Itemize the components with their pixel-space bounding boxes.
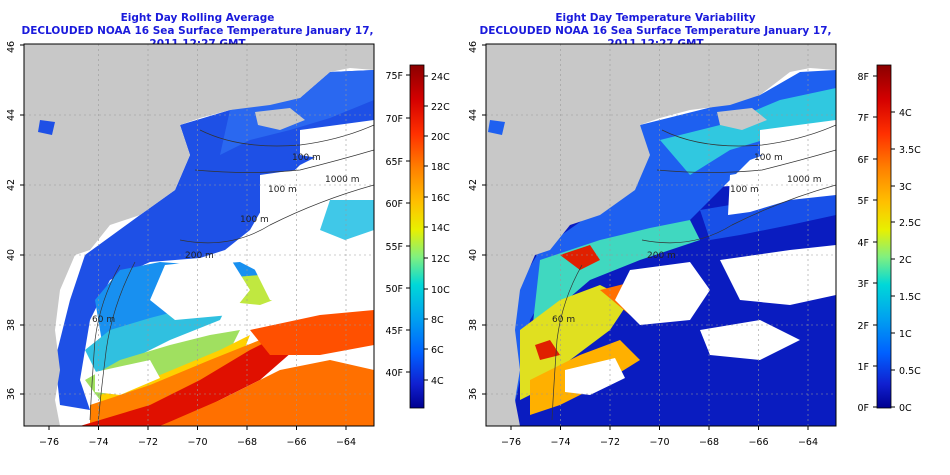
left-contour-label: 100 m: [240, 215, 269, 225]
colorbar-c-label: 18C: [431, 162, 450, 173]
colorbar-c-label: 0C: [899, 403, 912, 414]
colorbar-c-label: 12C: [431, 254, 450, 265]
y-tick-label: 44: [6, 109, 17, 121]
right-contour-label: 200 m: [647, 251, 676, 261]
colorbar-f-label: 4F: [857, 238, 869, 249]
colorbar-f-label: 8F: [857, 72, 869, 83]
left-bathymetry-contours: [89, 124, 374, 426]
right-contour-label: 100 m: [754, 153, 783, 163]
right-colorbar: 8F 7F 6F 5F 4F 3F 2F 1F 0F 4C 3.5C 3C 2.…: [857, 64, 921, 414]
x-tick-label: −76: [501, 437, 521, 448]
x-tick-label: −74: [88, 437, 108, 448]
colorbar-f-label: 60F: [385, 199, 403, 210]
colorbar-f-label: 45F: [385, 326, 403, 337]
left-contour-labels: 100 m 1000 m 100 m 200 m 60 m 100 m: [92, 153, 360, 325]
left-contour-label: 100 m: [292, 153, 321, 163]
colorbar-c-label: 2.5C: [899, 218, 921, 229]
x-tick-label: −68: [699, 437, 719, 448]
left-map-frame: [23, 43, 375, 427]
colorbar-f-label: 1F: [857, 362, 869, 373]
x-tick-label: −70: [187, 437, 207, 448]
y-tick-label: 46: [6, 41, 17, 53]
right-bathymetry-contours: [551, 124, 836, 421]
colorbar-c-label: 16C: [431, 193, 450, 204]
right-y-axis: 36 38 40 42 44 46: [468, 41, 486, 400]
colorbar-f-label: 5F: [857, 196, 869, 207]
x-tick-label: −64: [336, 437, 356, 448]
y-tick-label: 38: [6, 319, 17, 331]
right-contour-label: 100 m: [730, 185, 759, 195]
colorbar-f-label: 55F: [385, 242, 403, 253]
right-map-title: Eight Day Temperature Variability: [555, 12, 756, 24]
right-contour-label: 1000 m: [787, 175, 822, 185]
left-contour-label: 100 m: [268, 185, 297, 195]
colorbar-f-label: 7F: [857, 113, 869, 124]
left-contour-label: 1000 m: [325, 175, 360, 185]
colorbar-c-label: 0.5C: [899, 366, 921, 377]
y-tick-label: 46: [468, 41, 479, 53]
x-tick-label: −70: [649, 437, 669, 448]
left-cloud-holes: [95, 120, 374, 395]
left-x-axis: −76 −74 −72 −70 −68 −66 −64: [39, 426, 356, 448]
colorbar-f-label: 70F: [385, 114, 403, 125]
left-map: 100 m 1000 m 100 m 200 m 60 m 100 m: [24, 44, 374, 426]
colorbar-c-label: 8C: [431, 315, 444, 326]
colorbar-f-label: 3F: [857, 279, 869, 290]
right-cloud-holes: [565, 120, 836, 395]
y-tick-label: 40: [468, 249, 479, 261]
x-tick-label: −74: [550, 437, 570, 448]
right-contour-label: 60 m: [552, 315, 575, 325]
right-map-frame: [485, 43, 837, 427]
right-x-axis: −76 −74 −72 −70 −68 −66 −64: [501, 426, 818, 448]
y-tick-label: 44: [468, 109, 479, 121]
colorbar-c-label: 24C: [431, 72, 450, 83]
colorbar-f-label: 6F: [857, 155, 869, 166]
x-tick-label: −72: [600, 437, 620, 448]
left-graticule: [24, 44, 374, 426]
right-land: [486, 44, 836, 426]
colorbar-f-label: 50F: [385, 284, 403, 295]
left-colorbar: 75F 70F 65F 60F 55F 50F 45F 40F 24C 22C …: [385, 64, 450, 409]
y-tick-label: 36: [6, 388, 17, 400]
y-tick-label: 38: [468, 319, 479, 331]
right-contour-labels: 100 m 1000 m 100 m 200 m 60 m: [552, 153, 822, 325]
colorbar-c-label: 4C: [431, 376, 444, 387]
colorbar-f-label: 65F: [385, 157, 403, 168]
x-tick-label: −76: [39, 437, 59, 448]
colorbar-c-label: 14C: [431, 223, 450, 234]
colorbar-c-label: 10C: [431, 285, 450, 296]
x-tick-label: −68: [237, 437, 257, 448]
colorbar-c-label: 6C: [431, 345, 444, 356]
right-map: 100 m 1000 m 100 m 200 m 60 m: [486, 44, 836, 426]
y-tick-label: 42: [6, 179, 17, 191]
colorbar-c-label: 4C: [899, 108, 912, 119]
colorbar-c-label: 2C: [899, 255, 912, 266]
colorbar-f-label: 2F: [857, 321, 869, 332]
colorbar-f-label: 40F: [385, 368, 403, 379]
left-land: [24, 44, 374, 426]
x-tick-label: −72: [138, 437, 158, 448]
y-tick-label: 40: [6, 249, 17, 261]
right-colorbar-gradient: [876, 64, 892, 409]
y-tick-label: 36: [468, 388, 479, 400]
colorbar-c-label: 3C: [899, 182, 912, 193]
colorbar-c-label: 3.5C: [899, 145, 921, 156]
left-y-axis: 36 38 40 42 44 46: [6, 41, 24, 400]
x-tick-label: −66: [286, 437, 306, 448]
colorbar-c-label: 1.5C: [899, 292, 921, 303]
x-tick-label: −64: [798, 437, 818, 448]
left-contour-label: 60 m: [92, 315, 115, 325]
colorbar-f-label: 75F: [385, 71, 403, 82]
left-contour-label: 200 m: [185, 251, 214, 261]
left-map-title: Eight Day Rolling Average: [120, 12, 275, 24]
colorbar-f-label: 0F: [857, 403, 869, 414]
right-graticule: [486, 44, 836, 426]
left-colorbar-gradient: [409, 64, 425, 409]
y-tick-label: 42: [468, 179, 479, 191]
colorbar-c-label: 22C: [431, 102, 450, 113]
colorbar-c-label: 1C: [899, 329, 912, 340]
x-tick-label: −66: [748, 437, 768, 448]
colorbar-c-label: 20C: [431, 132, 450, 143]
